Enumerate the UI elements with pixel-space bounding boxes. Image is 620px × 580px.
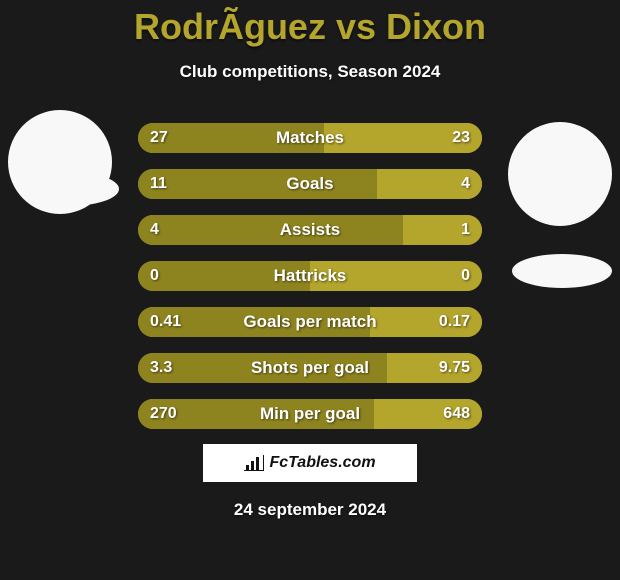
player-left-club-badge: [19, 172, 119, 206]
stat-row: 3.39.75Shots per goal: [138, 353, 482, 383]
stat-label: Goals per match: [138, 307, 482, 337]
stat-label: Goals: [138, 169, 482, 199]
stat-row: 0.410.17Goals per match: [138, 307, 482, 337]
avatar-placeholder-icon: [508, 122, 612, 226]
player-right-club-badge: [512, 254, 612, 288]
stat-row: 41Assists: [138, 215, 482, 245]
snapshot-date: 24 september 2024: [0, 500, 620, 520]
stat-row: 2723Matches: [138, 123, 482, 153]
stat-label: Matches: [138, 123, 482, 153]
stat-row: 114Goals: [138, 169, 482, 199]
brand-logo: FcTables.com: [203, 444, 417, 482]
player-right-avatar: [508, 122, 612, 226]
stat-label: Shots per goal: [138, 353, 482, 383]
comparison-title: RodrÃ­guez vs Dixon: [0, 0, 620, 48]
stat-row: 270648Min per goal: [138, 399, 482, 429]
stat-label: Assists: [138, 215, 482, 245]
bar-chart-icon: [244, 455, 264, 471]
brand-text: FcTables.com: [269, 454, 375, 472]
stats-list: 2723Matches 114Goals 41Assists 00Hattricks 0…: [138, 123, 482, 445]
stat-label: Hattricks: [138, 261, 482, 291]
comparison-subtitle: Club competitions, Season 2024: [0, 62, 620, 82]
stat-label: Min per goal: [138, 399, 482, 429]
stat-row: 00Hattricks: [138, 261, 482, 291]
